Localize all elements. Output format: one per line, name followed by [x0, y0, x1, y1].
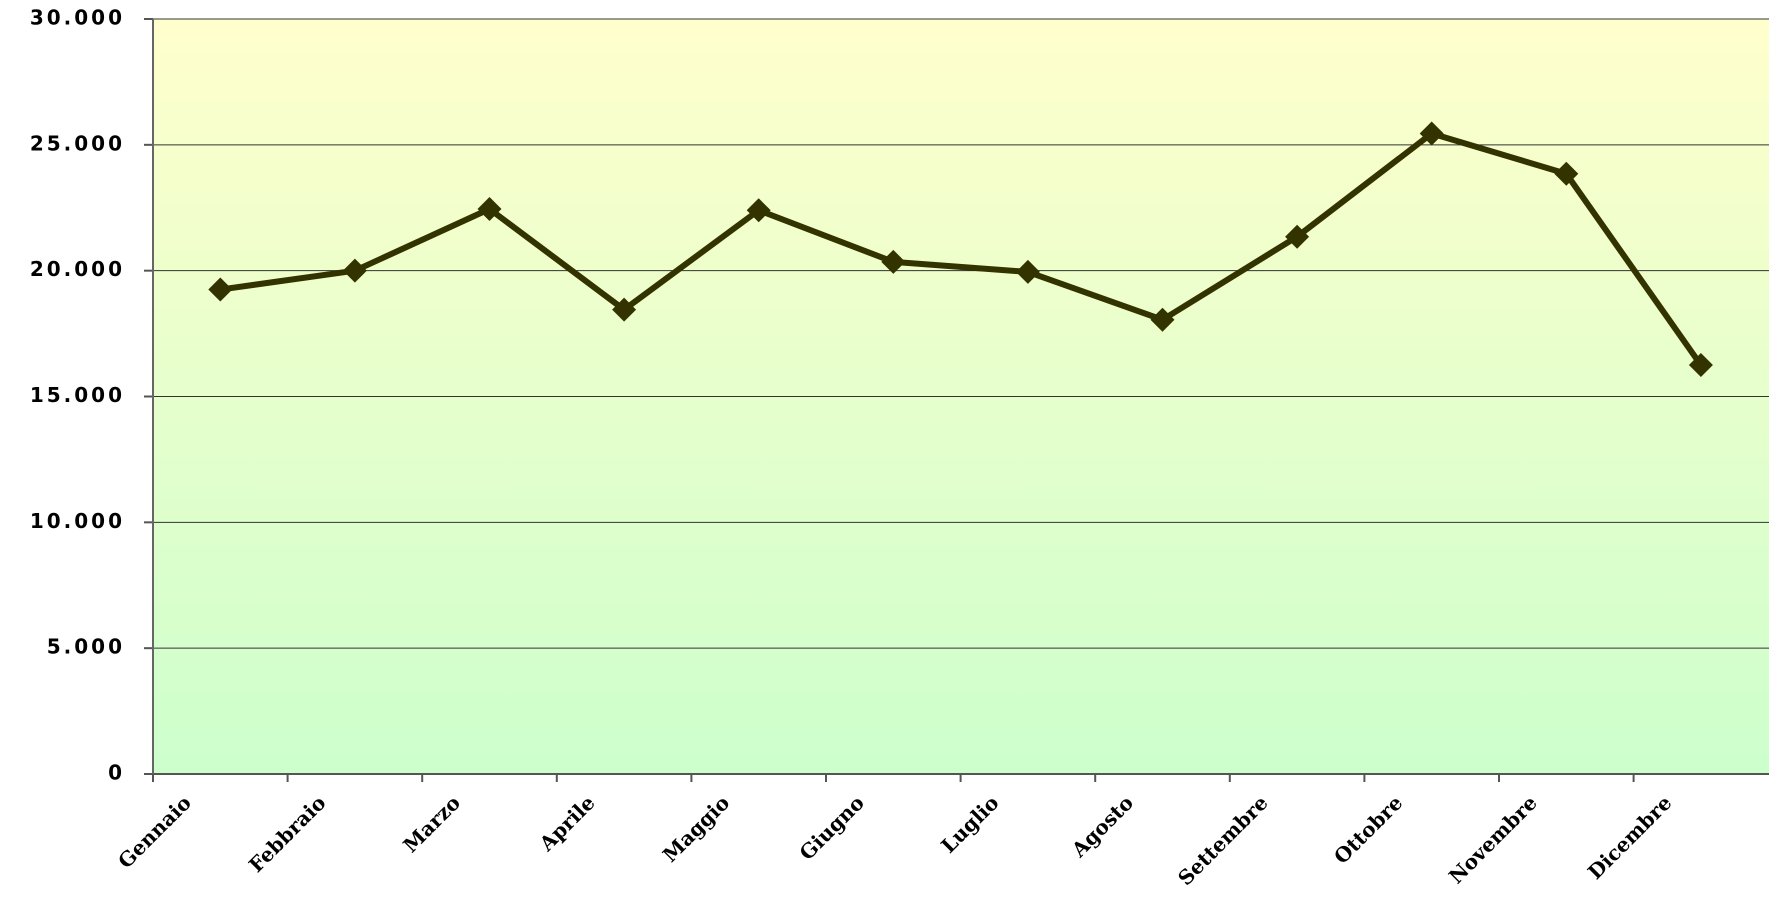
- marker: [208, 277, 233, 302]
- marker: [881, 249, 906, 274]
- marker: [612, 297, 637, 322]
- marker: [1688, 353, 1713, 378]
- x-tick-label: Agosto: [1066, 791, 1138, 863]
- marker: [342, 258, 367, 283]
- y-tick-label: 25.000: [30, 131, 125, 155]
- y-tick-label: 5.000: [47, 635, 125, 659]
- x-tick-label: Giugno: [795, 791, 869, 865]
- x-tick-label: Luglio: [936, 791, 1003, 858]
- y-tick-label: 10.000: [30, 509, 125, 533]
- x-tick-label: Settembre: [1173, 791, 1273, 891]
- x-tick-label: Dicembre: [1583, 791, 1677, 885]
- x-tick-label: Gennaio: [113, 791, 196, 874]
- marker: [1554, 161, 1579, 186]
- marker: [1419, 121, 1444, 146]
- marker: [1015, 259, 1040, 284]
- y-tick-label: 0: [108, 761, 125, 785]
- marker: [1285, 224, 1310, 249]
- x-tick-label: Maggio: [658, 791, 734, 867]
- x-tick-label: Novembre: [1444, 791, 1542, 889]
- marker: [1150, 307, 1175, 332]
- marker: [746, 198, 771, 223]
- marker: [477, 197, 502, 222]
- line: [219, 130, 1704, 367]
- y-tick-label: 30.000: [30, 6, 125, 30]
- x-tick-label: Febbraio: [244, 791, 330, 877]
- y-tick-label: 20.000: [30, 257, 125, 281]
- x-tick-label: Aprile: [534, 791, 600, 857]
- x-tick-label: Ottobre: [1329, 791, 1407, 869]
- x-tick-label: Marzo: [398, 791, 465, 858]
- y-tick-label: 15.000: [30, 383, 125, 407]
